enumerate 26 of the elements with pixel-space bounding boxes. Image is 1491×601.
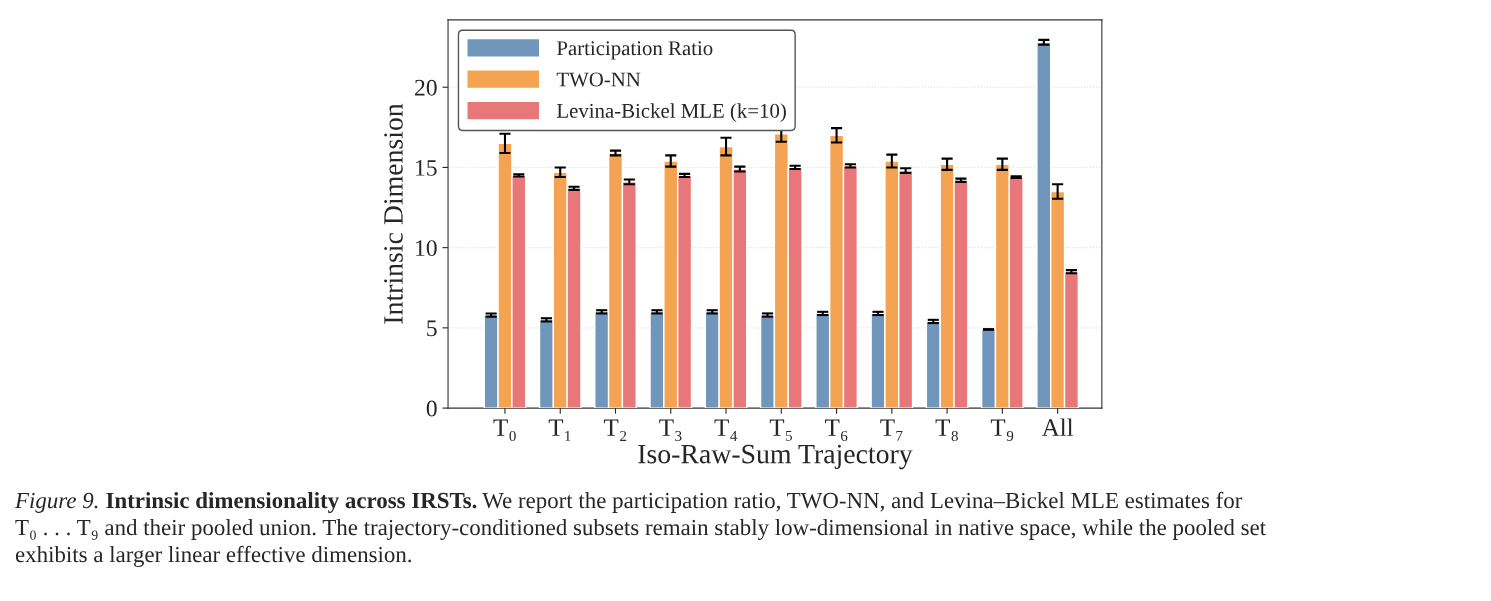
- legend-label: TWO-NN: [556, 72, 641, 87]
- text: We report the participation ratio, TWO-NN, and Levina–Bickel MLE estimates for: [482, 491, 1243, 513]
- x-tick-label: T₄: [714, 419, 738, 441]
- x-tick-label: T₇: [880, 419, 903, 441]
- x-tick-label: T₀: [493, 419, 516, 442]
- x-tick-label: T₂: [603, 419, 627, 441]
- y-tick-label: 15: [416, 160, 437, 176]
- legend-label: Participation Ratio: [556, 41, 713, 60]
- x-tick-label: T₈: [935, 419, 958, 442]
- y-tick-label: 5: [427, 320, 437, 337]
- text: Intrinsic dimensionality across IRSTs.: [106, 492, 477, 513]
- x-tick-label: T₃: [659, 419, 682, 442]
- caption: Figure 9.: [14, 492, 98, 513]
- y-tick-label: 10: [416, 240, 437, 257]
- text: T₀ . . . T₉ and their pooled union. The trajectory-conditioned subsets remain stably low-dimensional in native space, while the pooled set: [15, 519, 1266, 540]
- text: exhibits a larger linear effective dimension.: [15, 545, 412, 567]
- y-tick-label: 20: [415, 79, 437, 96]
- x-tick-label: All: [1041, 418, 1074, 436]
- y-tick-label: 0: [426, 400, 437, 417]
- x-tick-label: T₅: [769, 419, 792, 441]
- x-tick-label: T₉: [990, 419, 1014, 441]
- y-axis-title: Intrinsic Dimension: [384, 103, 403, 324]
- legend-label: Levina-Bickel MLE (k=10): [556, 103, 786, 123]
- x-tick-label: T₆: [825, 419, 848, 442]
- x-axis-title: Iso-Raw-Sum Trajectory: [638, 444, 913, 470]
- x-tick-label: T₁: [548, 419, 571, 441]
